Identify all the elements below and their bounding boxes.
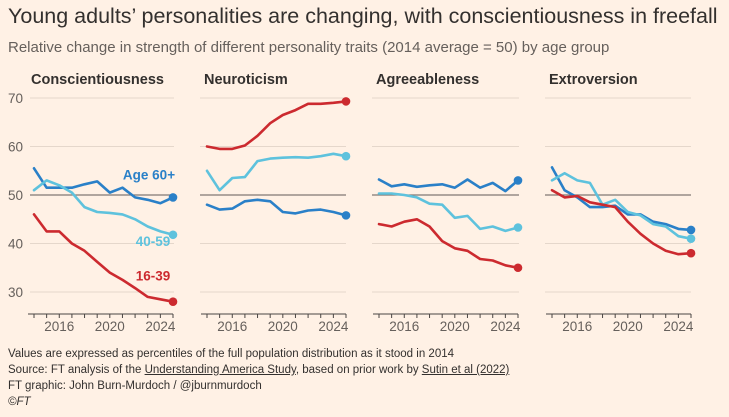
panel-neuroticism: Neuroticism 2016 2020 2024 — [200, 72, 351, 334]
series-line-40-59 — [377, 192, 520, 233]
series-end-point — [341, 151, 351, 161]
series-end-point — [168, 193, 178, 202]
panel-extroversion: Extroversion 2016 2020 2024 — [545, 72, 696, 334]
panel-title: Conscientiousness — [31, 72, 164, 88]
panel-title: Neuroticism — [204, 72, 288, 88]
panel-title: Extroversion — [549, 72, 638, 88]
footer-credit: FT graphic: John Burn-Murdoch / @jburnmu… — [8, 380, 262, 392]
chart-subtitle: Relative change in strength of different… — [8, 39, 610, 56]
chart-title: Young adults’ personalities are changing… — [8, 4, 718, 28]
series-line-16-39 — [32, 213, 175, 303]
source-mid: , based on prior work by — [295, 364, 422, 376]
source-link-sutin-et-al[interactable]: Sutin et al (2022) — [421, 364, 510, 376]
series-line-age-60- — [377, 178, 520, 193]
series-line-40-59 — [205, 152, 348, 192]
x-tick-label: 2024 — [145, 319, 176, 334]
panel-title: Agreeableness — [376, 72, 479, 88]
series-line-40-59 — [550, 171, 693, 240]
x-tick-label: 2016 — [44, 319, 74, 334]
series-label: 40-59 — [136, 234, 171, 249]
x-tick-label: 2024 — [663, 319, 694, 334]
series-line-16-39 — [205, 100, 348, 151]
series-label: 16-39 — [136, 269, 171, 284]
panel-agreeableness: Agreeableness 2016 2020 2024 — [372, 72, 523, 334]
small-multiples-chart: Conscientiousness 30 40 50 60 70 Age 60+ 40-59 1… — [8, 72, 696, 334]
footer-note: Values are expressed as percentiles of t… — [8, 348, 455, 360]
y-tick-label: 60 — [8, 140, 23, 155]
y-tick-label: 50 — [8, 188, 23, 203]
series-label: Age 60+ — [123, 167, 175, 182]
x-tick-label: 2016 — [217, 319, 247, 334]
footer-source: Source: FT analysis of the Understanding… — [8, 362, 509, 378]
series-line-age-60- — [32, 167, 175, 205]
series-end-point — [341, 97, 351, 106]
footer-copyright: ©FT — [8, 396, 31, 408]
series-end-point — [513, 263, 523, 273]
x-tick-label: 2020 — [268, 319, 298, 334]
x-tick-label: 2024 — [490, 319, 521, 334]
series-end-point — [341, 211, 351, 220]
series-end-point — [513, 176, 523, 185]
x-tick-label: 2024 — [318, 319, 349, 334]
x-tick-label: 2016 — [389, 319, 419, 334]
x-tick-label: 2016 — [562, 319, 592, 334]
x-tick-label: 2020 — [95, 319, 125, 334]
y-tick-label: 70 — [8, 91, 23, 106]
series-end-point — [686, 225, 696, 235]
x-tick-label: 2020 — [440, 319, 470, 334]
y-tick-label: 30 — [8, 285, 23, 300]
series-end-point — [168, 230, 178, 240]
source-link-understanding-america-study[interactable]: Understanding America Study — [144, 364, 296, 376]
series-end-point — [513, 223, 523, 232]
footer: Values are expressed as percentiles of t… — [8, 346, 509, 410]
series-line-16-39 — [377, 218, 520, 270]
series-end-point — [686, 234, 696, 243]
y-tick-label: 40 — [8, 237, 23, 252]
x-tick-label: 2020 — [613, 319, 643, 334]
panel-conscientiousness: Conscientiousness 30 40 50 60 70 Age 60+ 40-59 1… — [8, 72, 178, 334]
series-end-point — [686, 248, 696, 258]
series-line-age-60- — [205, 198, 348, 217]
series-line-16-39 — [550, 188, 693, 256]
source-prefix: Source: FT analysis of the — [8, 364, 145, 376]
series-line-40-59 — [32, 179, 175, 237]
series-end-point — [168, 297, 178, 307]
